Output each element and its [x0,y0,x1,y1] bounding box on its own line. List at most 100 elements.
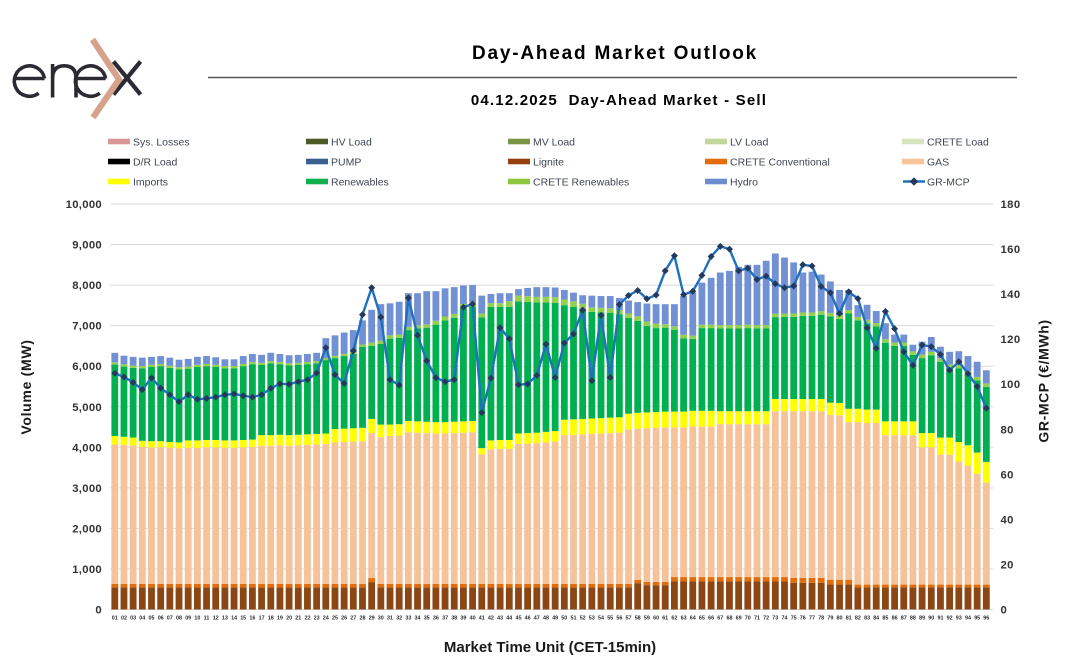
svg-text:Lignite: Lignite [533,156,564,168]
svg-text:04.12.2025 Day-Ahead Market -: 04.12.2025 Day-Ahead Market - Sell [471,92,767,109]
svg-text:56: 56 [616,616,622,622]
svg-text:40: 40 [470,616,476,622]
svg-text:Hydro: Hydro [730,176,758,188]
svg-text:14: 14 [231,616,237,622]
svg-text:38: 38 [451,616,457,622]
svg-text:86: 86 [892,616,898,622]
svg-text:66: 66 [708,616,714,622]
svg-text:8,000: 8,000 [72,280,102,292]
svg-text:52: 52 [580,616,586,622]
svg-text:76: 76 [800,616,806,622]
svg-text:10: 10 [194,616,200,622]
svg-text:79: 79 [827,616,833,622]
svg-text:100: 100 [1001,379,1021,391]
svg-text:Renewables: Renewables [331,176,389,188]
svg-text:6,000: 6,000 [72,361,102,373]
svg-text:0: 0 [1001,605,1008,617]
svg-text:20: 20 [286,616,292,622]
svg-text:Imports: Imports [133,176,168,188]
svg-text:26: 26 [341,616,347,622]
svg-text:62: 62 [671,616,677,622]
svg-text:21: 21 [295,616,301,622]
svg-text:Market Time Unit (CET-15min): Market Time Unit (CET-15min) [444,639,656,656]
svg-text:51: 51 [571,616,577,622]
svg-text:CRETE Conventional: CRETE Conventional [730,156,830,168]
svg-text:D/R Load: D/R Load [133,156,178,168]
svg-text:27: 27 [350,616,356,622]
svg-text:41: 41 [479,616,485,622]
svg-text:18: 18 [268,616,274,622]
svg-text:83: 83 [864,616,870,622]
svg-text:77: 77 [809,616,815,622]
svg-text:59: 59 [644,616,650,622]
svg-text:54: 54 [598,616,604,622]
svg-text:53: 53 [589,616,595,622]
svg-text:40: 40 [1001,514,1014,526]
svg-text:71: 71 [754,616,760,622]
svg-text:60: 60 [653,616,659,622]
svg-text:13: 13 [222,616,228,622]
svg-text:20: 20 [1001,559,1014,571]
svg-text:7,000: 7,000 [72,321,102,333]
svg-text:CRETE Load: CRETE Load [927,136,989,148]
svg-text:30: 30 [378,616,384,622]
svg-text:61: 61 [662,616,668,622]
svg-text:23: 23 [314,616,320,622]
svg-text:Sys. Losses: Sys. Losses [133,136,190,148]
svg-text:80: 80 [837,616,843,622]
svg-text:74: 74 [782,616,788,622]
svg-text:LV Load: LV Load [730,136,768,148]
svg-text:88: 88 [910,616,916,622]
svg-text:89: 89 [919,616,925,622]
svg-text:50: 50 [561,616,567,622]
svg-text:36: 36 [433,616,439,622]
svg-text:42: 42 [488,616,494,622]
svg-text:96: 96 [983,616,989,622]
svg-text:0: 0 [95,605,102,617]
svg-text:9,000: 9,000 [72,240,102,252]
svg-text:75: 75 [791,616,797,622]
svg-text:72: 72 [763,616,769,622]
svg-text:64: 64 [690,616,696,622]
svg-text:03: 03 [130,616,136,622]
svg-text:87: 87 [901,616,907,622]
svg-text:06: 06 [158,616,164,622]
svg-text:55: 55 [607,616,613,622]
svg-text:08: 08 [176,616,182,622]
svg-text:43: 43 [497,616,503,622]
svg-text:01: 01 [112,616,118,622]
svg-text:85: 85 [882,616,888,622]
svg-text:73: 73 [772,616,778,622]
svg-text:65: 65 [699,616,705,622]
svg-text:10,000: 10,000 [66,199,102,211]
svg-text:84: 84 [873,616,879,622]
svg-text:93: 93 [956,616,962,622]
svg-text:180: 180 [1001,199,1021,211]
svg-text:58: 58 [635,616,641,622]
svg-text:GAS: GAS [927,156,949,168]
svg-text:07: 07 [167,616,173,622]
svg-text:63: 63 [681,616,687,622]
svg-text:34: 34 [415,616,421,622]
svg-text:PUMP: PUMP [331,156,361,168]
svg-text:81: 81 [846,616,852,622]
svg-text:28: 28 [360,616,366,622]
svg-text:48: 48 [543,616,549,622]
svg-text:02: 02 [121,616,127,622]
svg-text:60: 60 [1001,469,1014,481]
svg-text:120: 120 [1001,334,1021,346]
svg-text:24: 24 [323,616,329,622]
svg-text:44: 44 [506,616,512,622]
svg-text:Volume (MW): Volume (MW) [18,339,34,434]
svg-text:82: 82 [855,616,861,622]
svg-text:57: 57 [626,616,632,622]
svg-text:32: 32 [396,616,402,622]
svg-text:19: 19 [277,616,283,622]
svg-text:90: 90 [928,616,934,622]
svg-text:GR-MCP: GR-MCP [927,176,970,188]
svg-text:2,000: 2,000 [72,523,102,535]
svg-text:25: 25 [332,616,338,622]
svg-text:91: 91 [938,616,944,622]
svg-text:35: 35 [424,616,430,622]
svg-text:12: 12 [213,616,219,622]
